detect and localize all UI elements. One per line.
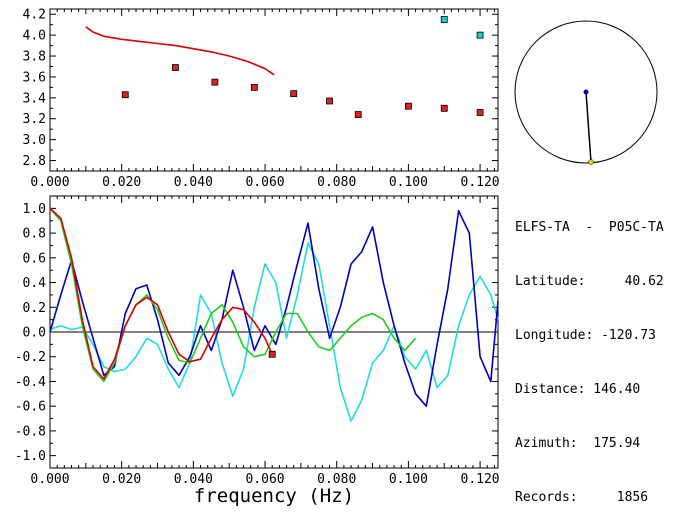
station-info-panel: ELFS-TA - P05C-TA Latitude: 40.62 Longit…: [515, 183, 700, 525]
y-tick-label: 0.8: [23, 227, 46, 242]
y-tick-label: 0.0: [23, 326, 46, 341]
x-axis-label: frequency (Hz): [194, 485, 354, 507]
source-dot: [588, 159, 594, 165]
info-value: -120.73: [601, 328, 656, 343]
y-tick-label: 3.8: [23, 50, 46, 65]
x-tick-label: 0.120: [461, 472, 500, 487]
y-tick-label: 3.0: [23, 133, 46, 148]
data-point-cyan: [476, 31, 484, 39]
series-line-blue: [49, 210, 499, 408]
info-value: 146.40: [593, 382, 641, 397]
info-label: Latitude:: [515, 274, 586, 289]
y-tick-label: -1.0: [15, 449, 46, 464]
azimuth-compass: [514, 20, 658, 165]
y-tick-label: -0.6: [15, 400, 46, 415]
data-point-red: [172, 64, 179, 71]
x-tick-label: 0.000: [30, 175, 69, 190]
y-tick-label: 0.4: [23, 276, 47, 291]
info-label: Longitude:: [515, 328, 594, 343]
data-point-red: [476, 109, 484, 116]
x-tick-label: 0.120: [461, 175, 500, 190]
y-tick-label: 3.2: [23, 112, 46, 127]
x-tick-label: 0.100: [389, 472, 428, 487]
azimuth-needle: [585, 91, 592, 163]
info-row-distance: Distance: 146.40: [515, 381, 700, 399]
x-tick-label: 0.100: [389, 175, 428, 190]
series-end-marker: [268, 350, 276, 358]
compass-circle: [514, 20, 658, 164]
y-tick-label: 0.2: [23, 301, 46, 316]
info-value: 1856: [616, 490, 649, 505]
plot-frame: [49, 8, 499, 172]
info-value: 175.94: [593, 436, 641, 451]
x-tick-label: 0.040: [174, 175, 213, 190]
x-tick-label: 0.060: [245, 472, 284, 487]
info-label: Azimuth:: [515, 436, 578, 451]
station-pair: ELFS-TA - P05C-TA: [515, 220, 664, 235]
y-tick-label: -0.2: [15, 350, 46, 365]
series-line-red: [49, 207, 273, 380]
info-label: Distance:: [515, 382, 586, 397]
data-point-red: [440, 104, 448, 112]
x-tick-label: 0.060: [245, 175, 284, 190]
y-tick-label: 3.4: [23, 91, 47, 106]
data-point-red: [326, 97, 333, 105]
series-line-cyan: [49, 242, 499, 422]
data-point-red: [121, 91, 129, 99]
x-tick-label: 0.020: [102, 472, 141, 487]
y-tick-label: 3.6: [23, 70, 46, 85]
x-tick-label: 0.080: [317, 175, 356, 190]
top-plot: 0.000 0.020 0.040 0.060 0.080 0.100 0.120 2.8 3.…: [23, 8, 500, 190]
y-tick-label: 2.8: [23, 154, 46, 169]
y-tick-label: 4.0: [23, 29, 46, 44]
info-row-latitude: Latitude: 40.62: [515, 273, 700, 291]
y-tick-label: -0.8: [15, 424, 46, 439]
x-tick-label: 0.040: [174, 472, 213, 487]
info-row-longitude: Longitude: -120.73: [515, 327, 700, 345]
data-point-red: [211, 78, 219, 86]
info-label: Records:: [515, 490, 578, 505]
x-tick-label: 0.020: [102, 175, 141, 190]
dispersion-curve: [85, 26, 275, 76]
x-tick-label: 0.080: [317, 472, 356, 487]
data-point-red: [290, 90, 298, 98]
series-line-green: [49, 207, 417, 383]
data-point-red: [404, 102, 412, 110]
station-dot: [583, 89, 589, 95]
bottom-plot: 0.000 0.020 0.040 0.060 0.080 0.100 0.120 1.0 0.…: [15, 195, 500, 507]
y-tick-label: 0.6: [23, 251, 46, 266]
y-tick-label: 1.0: [23, 202, 46, 217]
x-tick-label: 0.000: [30, 472, 69, 487]
data-point-cyan: [440, 16, 448, 23]
y-tick-label: 4.2: [23, 8, 46, 23]
info-row-records: Records: 1856: [515, 489, 700, 507]
y-tick-label: -0.4: [15, 375, 46, 390]
data-point-red: [250, 83, 258, 91]
data-point-red: [354, 111, 362, 118]
info-row-azimuth: Azimuth: 175.94: [515, 435, 700, 453]
info-value: 40.62: [624, 274, 664, 289]
